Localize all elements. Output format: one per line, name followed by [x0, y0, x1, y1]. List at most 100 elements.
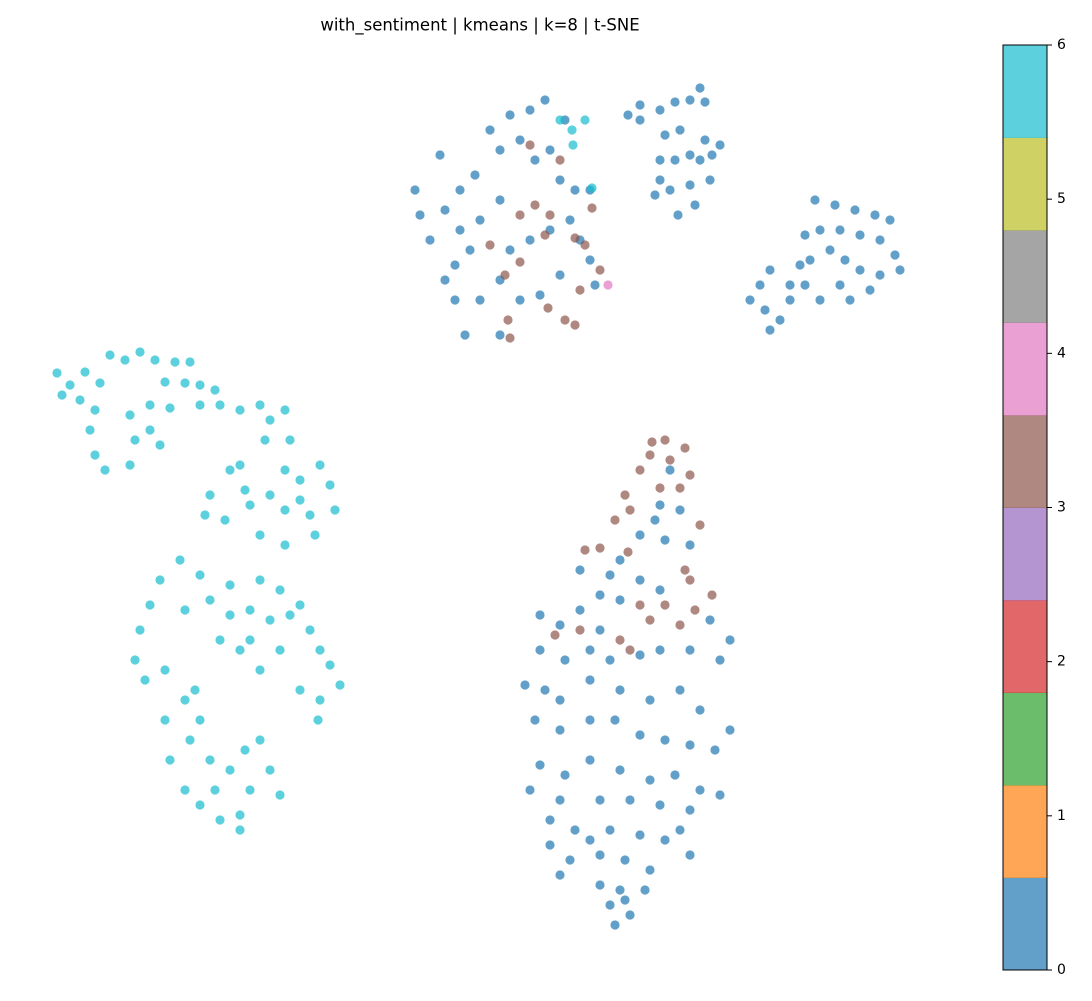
point: [585, 755, 595, 765]
point: [255, 575, 265, 585]
point: [615, 885, 625, 895]
point: [705, 615, 715, 625]
point: [715, 140, 725, 150]
point: [530, 200, 540, 210]
point: [455, 185, 465, 195]
point: [620, 490, 630, 500]
point: [695, 520, 705, 530]
point: [275, 790, 285, 800]
point: [285, 435, 295, 445]
point: [895, 265, 905, 275]
point: [440, 275, 450, 285]
point: [785, 280, 795, 290]
point: [635, 115, 645, 125]
point: [875, 235, 885, 245]
point: [85, 425, 95, 435]
point: [525, 785, 535, 795]
point: [685, 645, 695, 655]
point: [585, 715, 595, 725]
point: [100, 465, 110, 475]
point: [325, 480, 335, 490]
point: [545, 815, 555, 825]
point: [625, 910, 635, 920]
point: [255, 735, 265, 745]
colorbar-tick-label: 1: [1057, 808, 1066, 824]
point: [675, 825, 685, 835]
point: [685, 575, 695, 585]
point: [785, 295, 795, 305]
point: [825, 245, 835, 255]
point: [673, 210, 683, 220]
point: [655, 500, 665, 510]
point: [520, 680, 530, 690]
colorbar-tick-label: 3: [1057, 500, 1066, 516]
point: [595, 543, 605, 553]
point: [675, 620, 685, 630]
point: [715, 655, 725, 665]
point: [647, 437, 657, 447]
point: [285, 610, 295, 620]
point: [595, 795, 605, 805]
point: [625, 795, 635, 805]
point: [215, 815, 225, 825]
point: [810, 195, 820, 205]
point: [800, 280, 810, 290]
point: [195, 715, 205, 725]
point: [570, 320, 580, 330]
point: [795, 260, 805, 270]
point: [585, 645, 595, 655]
point: [635, 100, 645, 110]
point: [555, 695, 565, 705]
point: [550, 630, 560, 640]
point: [335, 680, 345, 690]
colorbar-tick-label: 6: [1057, 37, 1066, 53]
point: [410, 185, 420, 195]
point: [315, 645, 325, 655]
point: [645, 865, 655, 875]
point: [555, 870, 565, 880]
point: [435, 150, 445, 160]
point: [235, 460, 245, 470]
point: [680, 565, 690, 575]
point: [665, 465, 675, 475]
point: [623, 110, 633, 120]
point: [615, 765, 625, 775]
point: [225, 765, 235, 775]
point: [120, 355, 130, 365]
point: [595, 590, 605, 600]
point: [835, 225, 845, 235]
point: [52, 368, 62, 378]
point: [670, 97, 680, 107]
point: [125, 460, 135, 470]
point: [245, 500, 255, 510]
point: [660, 735, 670, 745]
point: [215, 400, 225, 410]
point: [150, 355, 160, 365]
colorbar-band: [1003, 137, 1047, 231]
point: [580, 115, 590, 125]
point: [495, 195, 505, 205]
point: [465, 245, 475, 255]
point: [180, 378, 190, 388]
point: [585, 255, 595, 265]
point: [685, 180, 695, 190]
point: [235, 405, 245, 415]
point: [235, 645, 245, 655]
point: [545, 145, 555, 155]
point: [305, 625, 315, 635]
point: [570, 233, 580, 243]
point: [575, 565, 585, 575]
point: [680, 443, 690, 453]
point: [835, 280, 845, 290]
point: [665, 455, 675, 465]
point: [615, 635, 625, 645]
point: [655, 645, 665, 655]
point: [165, 755, 175, 765]
point: [603, 280, 613, 290]
point: [555, 155, 565, 165]
point: [475, 295, 485, 305]
point: [90, 405, 100, 415]
point: [280, 405, 290, 415]
point: [470, 170, 480, 180]
point: [685, 740, 695, 750]
